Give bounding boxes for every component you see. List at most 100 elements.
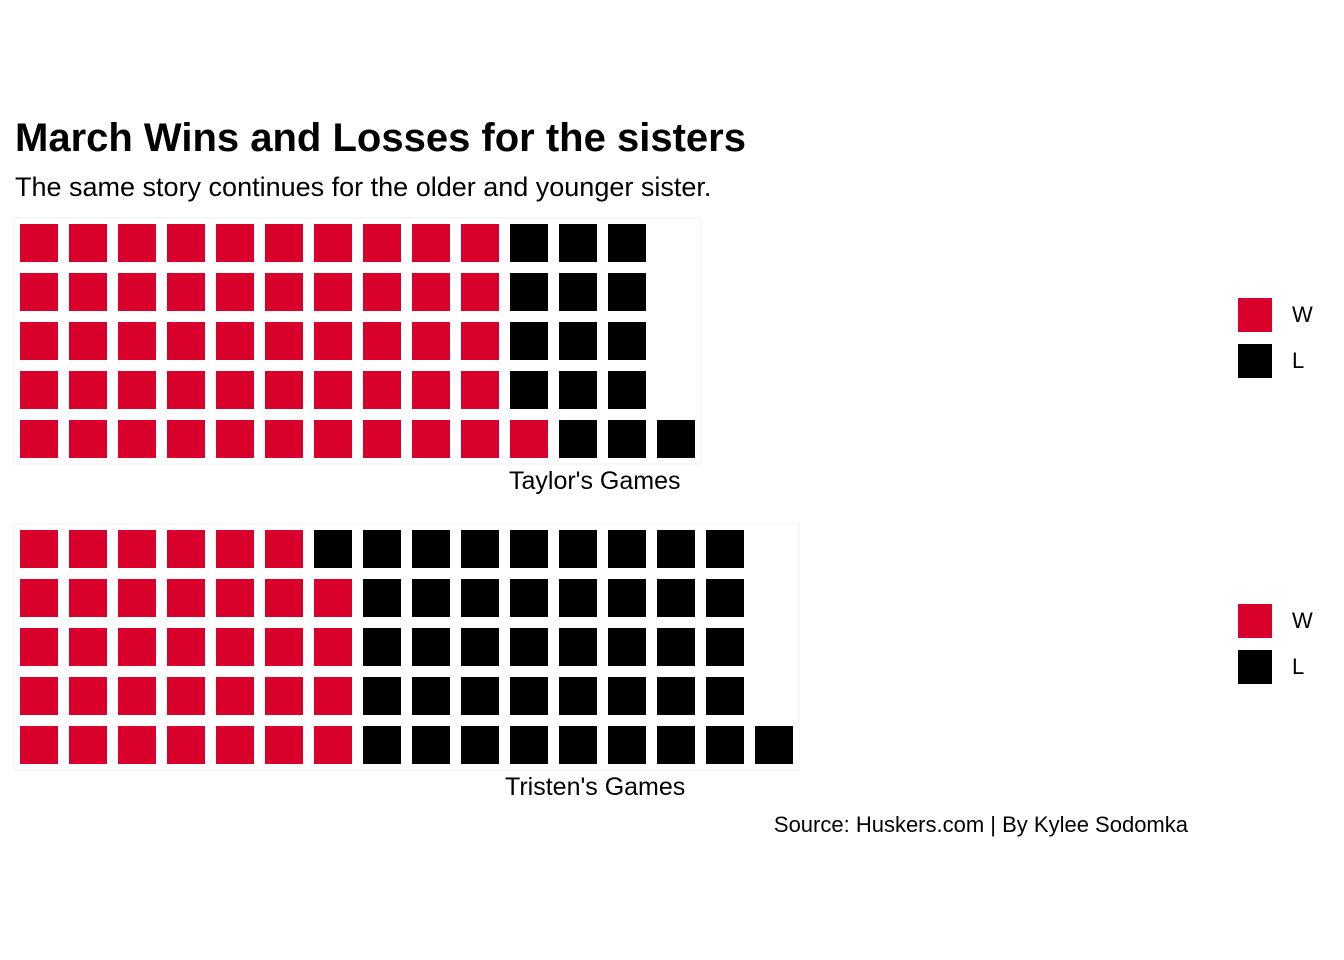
- waffle-cell-loss: [510, 726, 548, 764]
- waffle-panel-background: [13, 523, 800, 771]
- waffle-cell-loss: [706, 677, 744, 715]
- waffle-cell-loss: [461, 579, 499, 617]
- waffle-cell-win: [314, 322, 352, 360]
- waffle-cell-loss: [657, 726, 695, 764]
- waffle-cell-win: [167, 322, 205, 360]
- waffle-cell-win: [167, 420, 205, 458]
- waffle-cell-loss: [412, 628, 450, 666]
- waffle-cell-win: [20, 273, 58, 311]
- waffle-cell-loss: [559, 273, 597, 311]
- waffle-cell-win: [363, 224, 401, 262]
- waffle-cell-win: [216, 322, 254, 360]
- waffle-cell-loss: [363, 579, 401, 617]
- waffle-cell-win: [20, 322, 58, 360]
- waffle-cell-loss: [510, 273, 548, 311]
- legend-swatch-loss: [1238, 344, 1272, 378]
- waffle-cell-win: [314, 273, 352, 311]
- waffle-cell-win: [118, 420, 156, 458]
- waffle-cell-win: [461, 273, 499, 311]
- waffle-cell-win: [216, 273, 254, 311]
- waffle-cell-loss: [608, 273, 646, 311]
- waffle-cell-win: [412, 322, 450, 360]
- waffle-cell-win: [20, 530, 58, 568]
- waffle-cell-loss: [461, 677, 499, 715]
- waffle-cell-win: [216, 530, 254, 568]
- waffle-cell-loss: [461, 628, 499, 666]
- waffle-cell-loss: [314, 530, 352, 568]
- waffle-cell-win: [69, 420, 107, 458]
- waffle-cell-win: [118, 726, 156, 764]
- tristen-waffle-chart: [13, 523, 800, 771]
- waffle-cell-win: [265, 273, 303, 311]
- waffle-cell-win: [363, 420, 401, 458]
- waffle-cell-win: [20, 224, 58, 262]
- waffle-cell-win: [20, 726, 58, 764]
- waffle-cell-loss: [363, 677, 401, 715]
- waffle-cell-win: [167, 628, 205, 666]
- waffle-cell-win: [20, 628, 58, 666]
- waffle-cell-loss: [510, 530, 548, 568]
- waffle-cell-loss: [559, 371, 597, 409]
- waffle-cell-win: [412, 273, 450, 311]
- waffle-cell-loss: [608, 726, 646, 764]
- waffle-cell-win: [265, 628, 303, 666]
- waffle-cell-loss: [657, 628, 695, 666]
- waffle-cell-loss: [510, 628, 548, 666]
- waffle-cell-loss: [608, 322, 646, 360]
- waffle-cell-win: [167, 579, 205, 617]
- waffle-cell-win: [167, 371, 205, 409]
- waffle-cell-win: [265, 726, 303, 764]
- waffle-cell-loss: [657, 420, 695, 458]
- waffle-cell-win: [314, 726, 352, 764]
- waffle-cell-win: [461, 224, 499, 262]
- legend-label-loss: L: [1292, 348, 1305, 373]
- waffle-cell-loss: [559, 579, 597, 617]
- waffle-cell-loss: [363, 530, 401, 568]
- waffle-cell-loss: [363, 628, 401, 666]
- waffle-cell-win: [216, 677, 254, 715]
- waffle-cell-loss: [608, 224, 646, 262]
- waffle-cell-win: [412, 371, 450, 409]
- waffle-cell-win: [167, 677, 205, 715]
- waffle-cell-loss: [412, 579, 450, 617]
- legend-item-win: W: [1238, 604, 1338, 650]
- waffle-cell-loss: [706, 628, 744, 666]
- legend-item-win: W: [1238, 298, 1338, 344]
- waffle-cell-win: [314, 628, 352, 666]
- taylor-panel-label: Taylor's Games: [509, 467, 681, 495]
- chart-subtitle: The same story continues for the older a…: [15, 172, 712, 202]
- waffle-cell-win: [461, 322, 499, 360]
- legend-item-loss: L: [1238, 344, 1338, 390]
- waffle-cell-loss: [510, 677, 548, 715]
- waffle-cell-win: [314, 224, 352, 262]
- waffle-cell-win: [216, 224, 254, 262]
- waffle-cell-loss: [412, 726, 450, 764]
- waffle-panel-background: [13, 217, 702, 465]
- waffle-cell-win: [118, 530, 156, 568]
- waffle-cell-win: [69, 726, 107, 764]
- legend-label-win: W: [1292, 608, 1313, 633]
- waffle-cell-win: [167, 224, 205, 262]
- waffle-cell-win: [118, 273, 156, 311]
- waffle-cell-loss: [559, 530, 597, 568]
- waffle-cell-win: [118, 579, 156, 617]
- waffle-cell-win: [118, 677, 156, 715]
- waffle-cell-loss: [657, 677, 695, 715]
- waffle-cell-win: [363, 322, 401, 360]
- waffle-cell-win: [69, 628, 107, 666]
- waffle-cell-win: [265, 371, 303, 409]
- waffle-cell-loss: [559, 677, 597, 715]
- waffle-cell-win: [20, 420, 58, 458]
- tristen-legend: W L: [1238, 604, 1338, 696]
- waffle-cell-win: [314, 579, 352, 617]
- waffle-cell-loss: [608, 420, 646, 458]
- waffle-cell-loss: [657, 530, 695, 568]
- waffle-cell-win: [69, 273, 107, 311]
- waffle-cell-loss: [412, 530, 450, 568]
- waffle-cell-loss: [755, 726, 793, 764]
- chart-title: March Wins and Losses for the sisters: [15, 116, 746, 160]
- waffle-cell-win: [167, 273, 205, 311]
- waffle-cell-win: [69, 677, 107, 715]
- waffle-cell-win: [363, 273, 401, 311]
- legend-item-loss: L: [1238, 650, 1338, 696]
